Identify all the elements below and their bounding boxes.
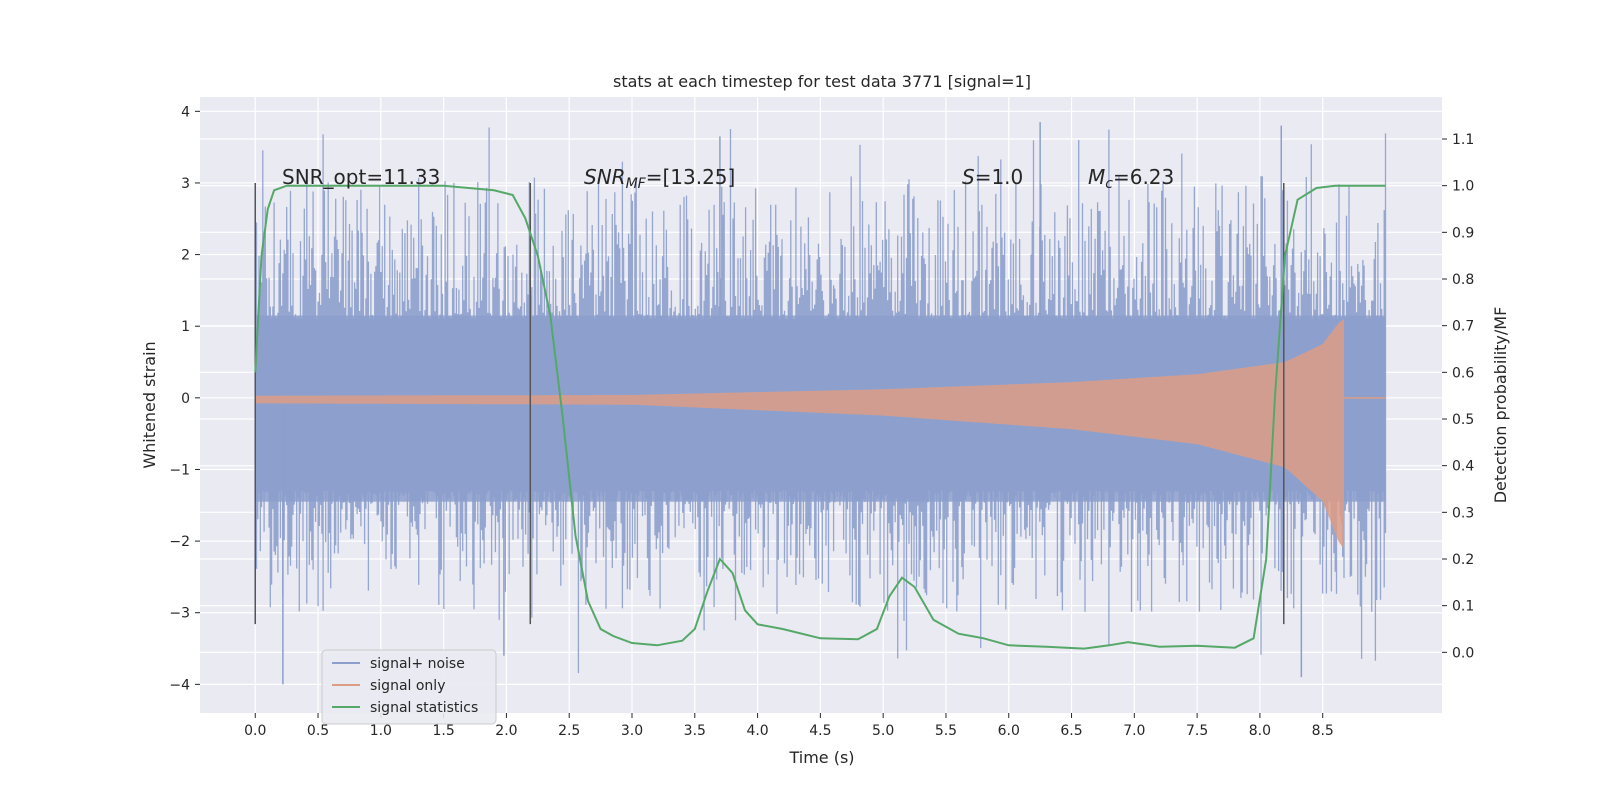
x-tick-label: 0.5 xyxy=(307,723,329,739)
signal-envelope xyxy=(255,319,1344,549)
y2-tick-label: 0.2 xyxy=(1452,552,1474,568)
chart-title: stats at each timestep for test data 377… xyxy=(613,72,1031,91)
x-tick-label: 7.0 xyxy=(1123,723,1145,739)
y2-tick-label: 1.1 xyxy=(1452,132,1474,148)
x-tick-label: 6.0 xyxy=(998,723,1020,739)
x-tick-label: 6.5 xyxy=(1060,723,1082,739)
y-tick-label: −4 xyxy=(169,677,190,693)
y2-tick-label: 0.9 xyxy=(1452,225,1474,241)
y2-tick-label: 0.5 xyxy=(1452,412,1474,428)
annotation-s: S=1.0 xyxy=(962,165,1023,189)
statistics-line xyxy=(254,184,1386,650)
y2-tick-label: 0.4 xyxy=(1452,459,1474,475)
x-tick-label: 4.5 xyxy=(809,723,831,739)
legend-label-statistics: signal statistics xyxy=(370,700,478,716)
y-ticks: 4 3 2 1 0 −1 −2 −3 −4 xyxy=(169,104,200,693)
annotation-snr-mf: SNRMF=[13.25] xyxy=(584,165,735,192)
vertical-markers xyxy=(254,182,1285,625)
y-tick-label: 3 xyxy=(181,176,190,192)
x-tick-label: 4.0 xyxy=(746,723,768,739)
y-tick-label: 1 xyxy=(181,319,190,335)
y2-tick-label: 0.6 xyxy=(1452,365,1474,381)
y-tick-label: 0 xyxy=(181,391,190,407)
signal-only-series xyxy=(255,319,1386,549)
y2-tick-label: 0.3 xyxy=(1452,505,1474,521)
y2-tick-label: 0.8 xyxy=(1452,272,1474,288)
x-tick-label: 5.5 xyxy=(935,723,957,739)
legend-label-signal: signal only xyxy=(370,678,445,694)
y-tick-label: −1 xyxy=(169,462,190,478)
y-tick-label: −2 xyxy=(169,534,190,550)
x-tick-label: 2.0 xyxy=(495,723,517,739)
y2-tick-label: 0.1 xyxy=(1452,599,1474,615)
legend: signal+ noise signal only signal statist… xyxy=(321,649,497,725)
x-axis-label: Time (s) xyxy=(788,748,854,767)
y2-axis-label: Detection probability/MF xyxy=(1491,307,1510,504)
y-tick-label: −3 xyxy=(169,606,190,622)
x-tick-label: 1.0 xyxy=(370,723,392,739)
x-tick-label: 0.0 xyxy=(244,723,266,739)
x-tick-label: 8.5 xyxy=(1312,723,1334,739)
annotation-mc: Mc=6.23 xyxy=(1088,165,1174,192)
y2-tick-label: 0.0 xyxy=(1452,645,1474,661)
legend-label-noise: signal+ noise xyxy=(370,656,465,672)
x-ticks: 0.0 0.5 1.0 1.5 2.0 2.5 3.0 3.5 4.0 4.5 5.0 5.5 6.0 6… xyxy=(244,713,1334,739)
legend-box xyxy=(321,649,497,725)
x-tick-label: 2.5 xyxy=(558,723,580,739)
y2-ticks: 1.1 1.0 0.9 0.8 0.7 0.6 0.5 0.4 0.3 0.2 0.1 0.0 xyxy=(1442,132,1474,661)
statistics-series xyxy=(254,184,1386,650)
y2-tick-label: 1.0 xyxy=(1452,179,1474,195)
x-tick-label: 7.5 xyxy=(1186,723,1208,739)
x-tick-label: 3.5 xyxy=(684,723,706,739)
x-tick-label: 1.5 xyxy=(432,723,454,739)
annotation-snr-opt: SNR_opt=11.33 xyxy=(282,165,440,189)
x-tick-label: 5.0 xyxy=(872,723,894,739)
x-tick-label: 3.0 xyxy=(621,723,643,739)
y2-tick-label: 0.7 xyxy=(1452,319,1474,335)
y-tick-label: 4 xyxy=(181,104,190,120)
y-tick-label: 2 xyxy=(181,248,190,264)
y-axis-label: Whitened strain xyxy=(140,341,159,468)
x-tick-label: 8.0 xyxy=(1249,723,1271,739)
